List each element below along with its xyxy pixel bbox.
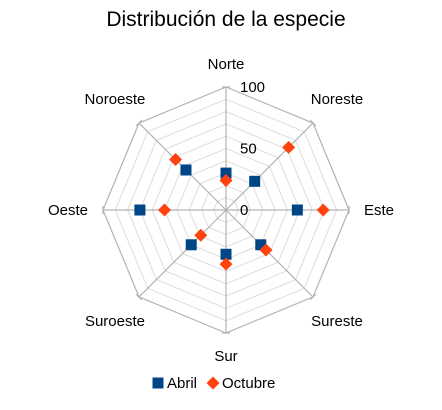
tick-labels: 0 50 100: [240, 79, 265, 219]
axis-tick-mark: [309, 119, 317, 127]
legend-label: Abril: [167, 375, 197, 392]
data-point: [180, 164, 192, 176]
data-point: [220, 167, 232, 179]
data-point: [291, 204, 303, 216]
axis-spoke: [225, 209, 314, 298]
radial-tick-label: 100: [240, 79, 265, 96]
axis-spoke: [138, 209, 227, 298]
legend: Abril Octubre: [152, 375, 275, 392]
legend-marker: [206, 376, 220, 390]
data-point: [158, 203, 171, 217]
legend-marker: [152, 377, 164, 389]
data-point: [259, 243, 273, 257]
axis-label: Norte: [208, 56, 245, 73]
radial-tick-label: 0: [240, 202, 248, 219]
axis-label: Sureste: [311, 313, 363, 330]
data-point: [282, 140, 296, 154]
axis-tick-mark: [309, 293, 317, 301]
axis-label: Este: [364, 202, 394, 219]
data-point: [219, 173, 233, 187]
chart-title: Distribución de la especie: [106, 8, 345, 31]
legend-label: Octubre: [222, 375, 275, 392]
axis-label: Noreste: [311, 91, 364, 108]
data-point: [134, 204, 146, 216]
axis-label: Suroeste: [85, 313, 145, 330]
axis-label: Noroeste: [85, 91, 146, 108]
data-point: [316, 203, 330, 217]
data-point: [185, 239, 197, 251]
data-marks: [134, 140, 330, 271]
axis-spoke: [225, 122, 314, 211]
data-point: [169, 153, 183, 167]
axis-label: Sur: [214, 348, 237, 365]
axis-label: Oeste: [48, 202, 88, 219]
axis-tick-mark: [135, 293, 143, 301]
data-point: [220, 248, 232, 260]
radial-tick-label: 50: [240, 141, 257, 158]
data-point: [219, 257, 233, 271]
data-point: [249, 175, 261, 187]
data-point: [255, 239, 267, 251]
axis-labels: Norte Noreste Este Sureste Sur Suroeste Oeste N…: [48, 56, 394, 365]
axis-tick-mark: [135, 119, 143, 127]
data-point: [194, 228, 208, 242]
